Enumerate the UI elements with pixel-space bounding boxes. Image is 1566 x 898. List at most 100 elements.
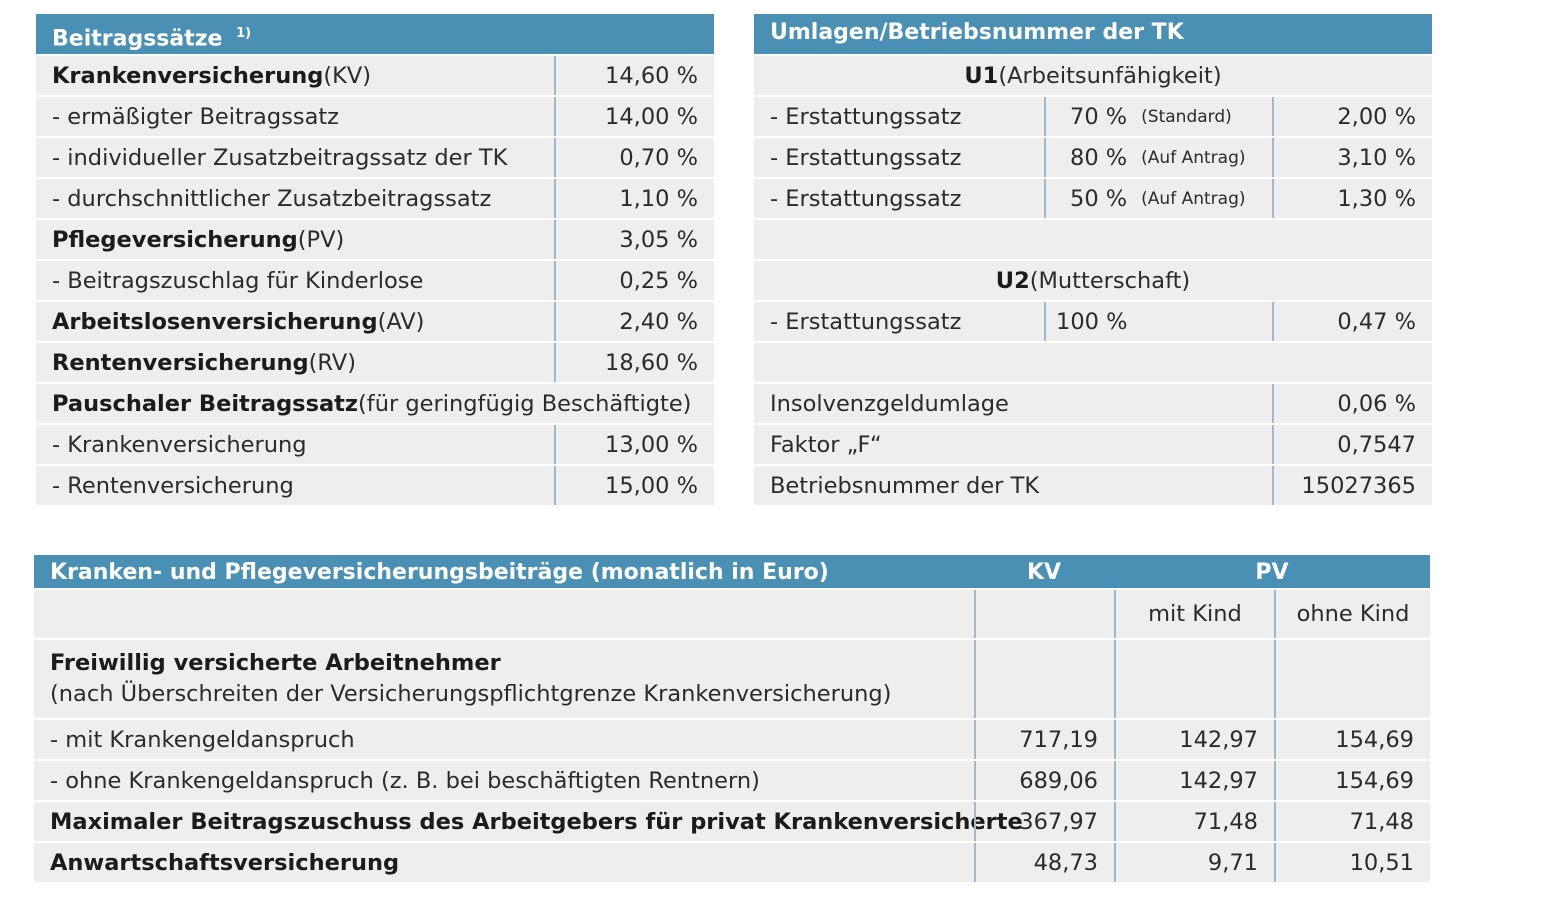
footnote-marker: 1) — [236, 26, 252, 41]
beitraege-title: Kranken- und Pflegeversicherungsbeiträge… — [50, 560, 829, 585]
row-label: Pflegeversicherung (PV) — [52, 226, 345, 253]
beitragssaetze-table: Beitragssätze 1) Krankenversicherung (KV… — [36, 14, 714, 505]
table-row: Betriebsnummer der TK 15027365 — [754, 466, 1432, 505]
table-row: - individueller Zusatzbeitragssatz der T… — [36, 138, 714, 177]
erstattung-percent: 100 % — [1044, 302, 1272, 341]
row-value: 14,60 % — [554, 56, 714, 95]
table-row: Maximaler Beitragszuschuss des Arbeitgeb… — [34, 802, 1430, 841]
umlagen-table: Umlagen/Betriebsnummer der TK U1 (Arbeit… — [754, 14, 1432, 505]
table-row: - durchschnittlicher Zusatzbeitragssatz … — [36, 179, 714, 218]
row-label: - Erstattungssatz — [770, 308, 962, 335]
table-row: Arbeitslosenversicherung (AV) 2,40 % — [36, 302, 714, 341]
u2-heading-row: U2 (Mutterschaft) — [754, 261, 1432, 300]
table-row: - Erstattungssatz 80 % (Auf Antrag) 3,10 … — [754, 138, 1432, 177]
row-label: Insolvenzgeldumlage — [770, 390, 1009, 417]
erstattung-percent: 70 % (Standard) — [1044, 97, 1272, 136]
table-row: - Erstattungssatz 100 % 0,47 % — [754, 302, 1432, 341]
row-value: 18,60 % — [554, 343, 714, 382]
row-label: Maximaler Beitragszuschuss des Arbeitgeb… — [50, 808, 1023, 835]
table-row: - Beitragszuschlag für Kinderlose 0,25 % — [36, 261, 714, 300]
table-row: - ohne Krankengeldanspruch (z. B. bei be… — [34, 761, 1430, 800]
column-header-pv: PV — [1255, 560, 1289, 585]
kv-subheader — [974, 590, 1114, 638]
table-row: - Rentenversicherung 15,00 % — [36, 466, 714, 505]
row-label: Betriebsnummer der TK — [770, 472, 1040, 499]
row-value: 3,05 % — [554, 220, 714, 259]
row-label: Faktor „F“ — [770, 431, 882, 458]
erstattung-percent: 80 % (Auf Antrag) — [1044, 138, 1272, 177]
table-row: - Erstattungssatz 70 % (Standard) 2,00 % — [754, 97, 1432, 136]
row-label: - ohne Krankengeldanspruch (z. B. bei be… — [50, 767, 760, 794]
freiwillig-row: Freiwillig versicherte Arbeitnehmer (nac… — [34, 640, 1430, 718]
row-value: 2,40 % — [554, 302, 714, 341]
table-row: Pflegeversicherung (PV) 3,05 % — [36, 220, 714, 259]
beitragssaetze-title: Beitragssätze — [52, 26, 223, 52]
row-label: - durchschnittlicher Zusatzbeitragssatz — [52, 185, 492, 212]
beitraege-table: Kranken- und Pflegeversicherungsbeiträge… — [34, 555, 1430, 882]
row-value: 15,00 % — [554, 466, 714, 505]
empty-cell — [1274, 640, 1430, 718]
row-label: - mit Krankengeldanspruch — [50, 726, 355, 753]
row-label: - Erstattungssatz — [770, 103, 962, 130]
row-label: Pauschaler Beitragssatz (für geringfügig… — [52, 390, 692, 417]
u2-heading: U2 (Mutterschaft) — [995, 267, 1191, 294]
row-value: 14,00 % — [554, 97, 714, 136]
row-label: - Krankenversicherung — [52, 431, 307, 458]
row-value: 15027365 — [1272, 466, 1432, 505]
umlagen-title: Umlagen/Betriebsnummer der TK — [770, 20, 1184, 45]
pv-mit-kind-value: 9,71 — [1114, 843, 1274, 882]
spacer-row — [754, 220, 1432, 259]
beitragssaetze-header: Beitragssätze 1) — [36, 14, 714, 54]
row-label: - individueller Zusatzbeitragssatz der T… — [52, 144, 508, 171]
pv-mit-kind-value: 71,48 — [1114, 802, 1274, 841]
table-row: Faktor „F“ 0,7547 — [754, 425, 1432, 464]
row-label: Krankenversicherung (KV) — [52, 62, 372, 89]
pv-ohne-kind-value: 154,69 — [1274, 720, 1430, 759]
freiwillig-label: Freiwillig versicherte Arbeitnehmer (nac… — [34, 640, 974, 718]
table-row: Rentenversicherung (RV) 18,60 % — [36, 343, 714, 382]
row-value: 0,70 % — [554, 138, 714, 177]
beitraege-header: Kranken- und Pflegeversicherungsbeiträge… — [34, 555, 1430, 588]
column-header-ohne-kind: ohne Kind — [1274, 590, 1430, 638]
umlagen-header: Umlagen/Betriebsnummer der TK — [754, 14, 1432, 54]
row-value: 0,25 % — [554, 261, 714, 300]
row-value: 0,47 % — [1272, 302, 1432, 341]
pv-mit-kind-value: 142,97 — [1114, 720, 1274, 759]
table-row: - mit Krankengeldanspruch 717,19 142,97 … — [34, 720, 1430, 759]
freiwillig-note: (nach Überschreiten der Versicherungspfl… — [50, 681, 892, 707]
table-row: - Krankenversicherung 13,00 % — [36, 425, 714, 464]
column-header-kv: KV — [1026, 560, 1062, 585]
row-value: 13,00 % — [554, 425, 714, 464]
kv-value: 48,73 — [974, 843, 1114, 882]
freiwillig-title: Freiwillig versicherte Arbeitnehmer — [50, 650, 501, 676]
row-label: - Erstattungssatz — [770, 185, 962, 212]
kv-value: 367,97 — [974, 802, 1114, 841]
u1-heading: U1 (Arbeitsunfähigkeit) — [964, 62, 1222, 89]
row-label: - Rentenversicherung — [52, 472, 294, 499]
pv-ohne-kind-value: 71,48 — [1274, 802, 1430, 841]
row-label: Anwartschaftsversicherung — [50, 849, 400, 876]
erstattung-percent: 50 % (Auf Antrag) — [1044, 179, 1272, 218]
row-value: 1,30 % — [1272, 179, 1432, 218]
pv-ohne-kind-value: 154,69 — [1274, 761, 1430, 800]
row-value: 0,06 % — [1272, 384, 1432, 423]
kv-value: 689,06 — [974, 761, 1114, 800]
pv-mit-kind-value: 142,97 — [1114, 761, 1274, 800]
row-label: Arbeitslosenversicherung (AV) — [52, 308, 425, 335]
kv-value: 717,19 — [974, 720, 1114, 759]
table-row: Krankenversicherung (KV) 14,60 % — [36, 56, 714, 95]
row-value: 2,00 % — [1272, 97, 1432, 136]
row-value: 0,7547 — [1272, 425, 1432, 464]
column-header-mit-kind: mit Kind — [1114, 590, 1274, 638]
table-row: - ermäßigter Beitragssatz 14,00 % — [36, 97, 714, 136]
row-label: - ermäßigter Beitragssatz — [52, 103, 339, 130]
table-row: Insolvenzgeldumlage 0,06 % — [754, 384, 1432, 423]
empty-cell — [1114, 640, 1274, 718]
table-row: Pauschaler Beitragssatz (für geringfügig… — [36, 384, 714, 423]
table-row: Anwartschaftsversicherung 48,73 9,71 10,… — [34, 843, 1430, 882]
table-row: - Erstattungssatz 50 % (Auf Antrag) 1,30 … — [754, 179, 1432, 218]
row-label: - Erstattungssatz — [770, 144, 962, 171]
row-value: 1,10 % — [554, 179, 714, 218]
row-label: - Beitragszuschlag für Kinderlose — [52, 267, 424, 294]
row-label: Rentenversicherung (RV) — [52, 349, 356, 376]
